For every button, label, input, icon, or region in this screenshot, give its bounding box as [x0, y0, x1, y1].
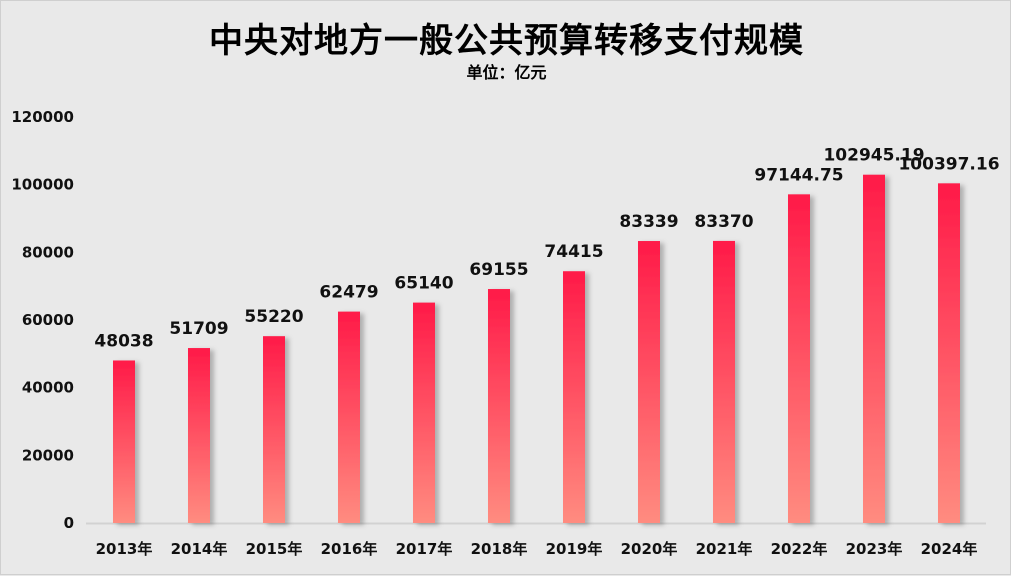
x-tick-label: 2019年 — [546, 540, 603, 558]
data-label: 65140 — [394, 274, 453, 294]
data-label: 51709 — [169, 319, 228, 339]
x-tick-label: 2016年 — [321, 540, 378, 558]
bar — [863, 174, 885, 524]
chart-title: 中央对地方一般公共预算转移支付规模 — [209, 21, 804, 61]
x-tick-label: 2017年 — [396, 540, 453, 558]
x-tick-label: 2023年 — [846, 540, 903, 558]
bar — [638, 241, 660, 523]
y-tick-label: 60000 — [22, 311, 74, 329]
y-tick-label: 80000 — [22, 243, 74, 261]
y-tick-label: 40000 — [22, 379, 74, 397]
data-label: 102945.19 — [823, 146, 924, 166]
x-tick-label: 2024年 — [921, 540, 978, 558]
data-label: 83370 — [694, 212, 753, 232]
bar — [263, 336, 285, 523]
x-tick-label: 2022年 — [771, 540, 828, 558]
bar — [788, 194, 810, 523]
data-label: 48038 — [94, 331, 153, 351]
x-tick-label: 2021年 — [696, 540, 753, 558]
bar — [488, 289, 510, 523]
bar — [188, 348, 210, 523]
x-tick-label: 2014年 — [171, 540, 228, 558]
data-label: 83339 — [619, 212, 678, 232]
y-tick-label: 20000 — [22, 446, 74, 464]
y-tick-label: 100000 — [11, 176, 74, 194]
x-tick-label: 2015年 — [246, 540, 303, 558]
bar — [563, 271, 585, 523]
x-tick-label: 2020年 — [621, 540, 678, 558]
bar — [713, 240, 735, 523]
data-label: 62479 — [319, 283, 378, 303]
data-label: 74415 — [544, 242, 603, 262]
data-label: 100397.16 — [898, 154, 999, 174]
x-tick-label: 2013年 — [96, 540, 153, 558]
y-tick-label: 0 — [64, 514, 74, 532]
y-tick-label: 120000 — [11, 108, 74, 126]
bar — [413, 302, 435, 523]
bar — [938, 183, 960, 523]
chart-subtitle: 单位：亿元 — [466, 63, 547, 82]
bar — [338, 311, 360, 523]
x-tick-label: 2018年 — [471, 540, 528, 558]
data-label: 55220 — [244, 307, 303, 327]
data-label: 97144.75 — [754, 165, 843, 185]
bar — [113, 360, 135, 523]
data-label: 69155 — [469, 260, 528, 280]
